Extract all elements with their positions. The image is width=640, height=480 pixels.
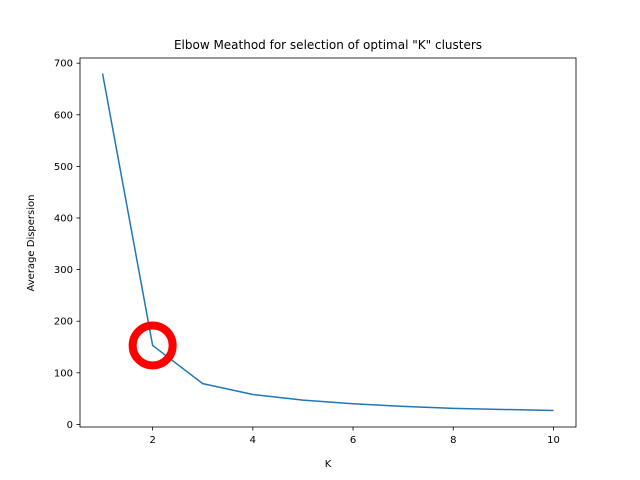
y-tick-label: 200 — [54, 317, 73, 328]
x-tick-label: 4 — [250, 435, 256, 446]
y-tick-label: 300 — [54, 265, 73, 276]
x-tick-label: 10 — [547, 435, 560, 446]
y-tick-label: 700 — [54, 59, 73, 70]
series-line — [101, 73, 554, 412]
x-axis-label: K — [325, 459, 332, 470]
y-tick-label: 500 — [54, 162, 73, 173]
y-axis-label: Average Dispersion — [26, 195, 37, 292]
y-tick-label: 0 — [67, 420, 73, 431]
axes-frame — [79, 57, 577, 428]
x-tick-label: 6 — [350, 435, 356, 446]
y-tick-label: 400 — [54, 213, 73, 224]
x-tick-label: 2 — [149, 435, 155, 446]
elbow-highlight-ring — [128, 321, 177, 370]
y-tick-label: 600 — [54, 110, 73, 121]
chart-title: Elbow Meathod for selection of optimal "… — [174, 38, 482, 52]
y-tick-label: 100 — [54, 368, 73, 379]
x-tick-label: 8 — [450, 435, 456, 446]
